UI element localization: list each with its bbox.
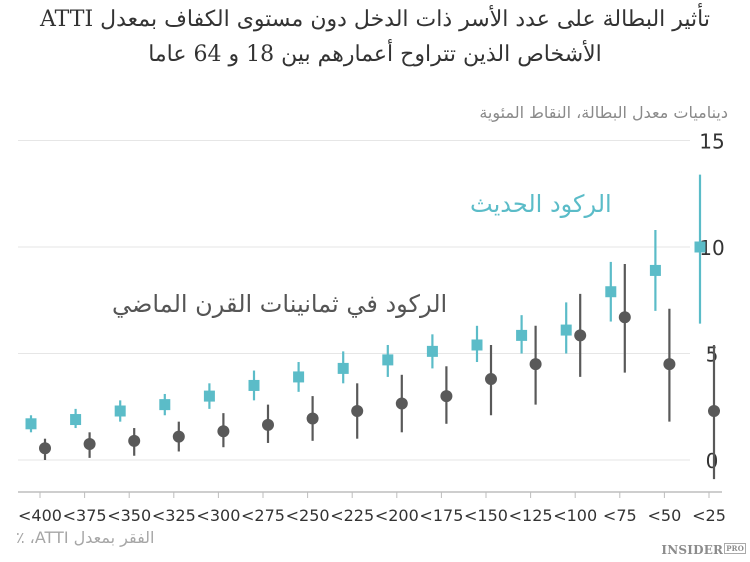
logo-badge: PRO	[724, 543, 746, 554]
data-point-square	[25, 418, 37, 430]
data-point-circle	[529, 358, 542, 371]
x-tick-label: <325	[152, 506, 196, 525]
x-tick-label: <200	[375, 506, 419, 525]
y-axis-label: ديناميات معدل البطالة، النقاط المئوية	[479, 103, 728, 122]
x-axis-label: الفقر بمعدل ATTI، ٪	[16, 528, 155, 547]
data-point-circle	[440, 390, 453, 403]
data-point-square	[293, 371, 305, 383]
insider-pro-logo: INSIDER PRO	[661, 543, 746, 557]
chart-title-line1: تأثير البطالة على عدد الأسر ذات الدخل دو…	[40, 7, 710, 32]
x-tick-label: <350	[107, 506, 151, 525]
x-tick-label: <75	[603, 506, 637, 525]
data-point-square	[248, 379, 260, 391]
data-point-circle	[618, 311, 631, 324]
annotation-recent-recession: الركود الحديث	[470, 190, 612, 218]
data-point-circle	[172, 430, 185, 443]
data-point-square	[426, 345, 438, 357]
data-point-circle	[217, 425, 230, 438]
data-point-circle	[306, 412, 319, 425]
x-tick-label: <125	[509, 506, 553, 525]
x-tick-label: <225	[330, 506, 374, 525]
data-point-square	[516, 329, 528, 341]
data-point-circle	[708, 405, 720, 418]
data-point-square	[471, 339, 483, 351]
y-tick-label: 15	[699, 130, 724, 154]
data-point-circle	[395, 397, 408, 410]
x-tick-label: <100	[553, 506, 597, 525]
data-point-circle	[663, 358, 676, 371]
data-point-circle	[574, 329, 587, 342]
data-point-circle	[485, 373, 497, 386]
data-point-circle	[128, 434, 141, 447]
x-tick-label: <25	[692, 506, 726, 525]
y-tick-label: 5	[706, 343, 719, 367]
data-point-square	[560, 324, 572, 336]
data-point-square	[694, 241, 706, 253]
data-point-circle	[39, 442, 51, 455]
data-point-square	[159, 399, 171, 411]
data-point-square	[203, 390, 215, 402]
data-point-square	[605, 286, 617, 298]
data-point-square	[649, 264, 661, 276]
x-tick-label: <300	[196, 506, 240, 525]
x-tick-label: <175	[419, 506, 463, 525]
data-point-square	[382, 354, 394, 366]
data-point-circle	[262, 418, 274, 431]
x-tick-label: <50	[648, 506, 682, 525]
chart-title-line2: الأشخاص الذين تتراوح أعمارهم بين 18 و 64…	[148, 42, 602, 67]
annotation-1980s-recession: الركود في ثمانينات القرن الماضي	[112, 290, 448, 318]
logo-text: INSIDER	[661, 543, 724, 557]
x-tick-label: <250	[286, 506, 330, 525]
data-point-square	[70, 414, 82, 426]
x-tick-label: <150	[464, 506, 508, 525]
data-point-square	[114, 405, 126, 417]
data-point-square	[337, 362, 349, 374]
data-point-circle	[83, 438, 96, 451]
y-tick-label: 0	[706, 449, 719, 473]
x-tick-label: <275	[241, 506, 285, 525]
data-point-circle	[351, 405, 364, 418]
x-tick-label: <400	[18, 506, 62, 525]
x-tick-label: <375	[63, 506, 107, 525]
